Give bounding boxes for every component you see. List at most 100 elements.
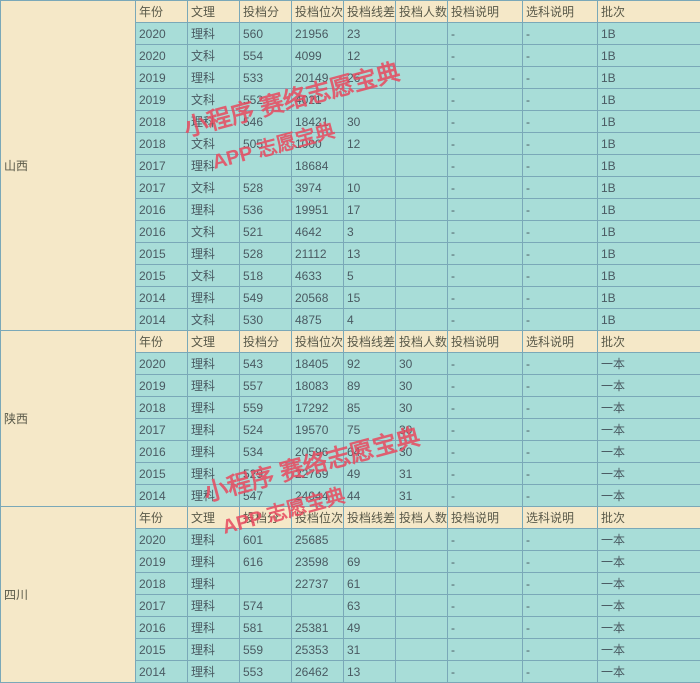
cell: 1B (598, 309, 700, 331)
cell: 2014 (136, 309, 188, 331)
cell: 536 (240, 199, 292, 221)
cell: 文科 (188, 221, 240, 243)
cell: 560 (240, 23, 292, 45)
cell: - (523, 45, 598, 67)
cell: - (448, 617, 523, 639)
cell: - (448, 397, 523, 419)
column-header: 选科说明 (523, 331, 598, 353)
cell: - (448, 243, 523, 265)
cell: - (523, 463, 598, 485)
cell: 2016 (136, 221, 188, 243)
cell: 理科 (188, 111, 240, 133)
cell: 528 (240, 243, 292, 265)
cell: 一本 (598, 639, 700, 661)
cell: 530 (240, 309, 292, 331)
cell: 2015 (136, 243, 188, 265)
cell: - (448, 45, 523, 67)
cell: 2020 (136, 353, 188, 375)
cell: 2020 (136, 23, 188, 45)
cell: 4 (344, 309, 396, 331)
cell: 一本 (598, 551, 700, 573)
cell: 4021 (292, 89, 344, 111)
cell: - (523, 89, 598, 111)
cell: 2019 (136, 551, 188, 573)
cell: 18684 (292, 155, 344, 177)
cell: - (448, 551, 523, 573)
column-header: 文理 (188, 1, 240, 23)
column-header: 投档线差 (344, 1, 396, 23)
cell: 理科 (188, 441, 240, 463)
cell (344, 529, 396, 551)
cell: 64 (344, 441, 396, 463)
cell: 1B (598, 265, 700, 287)
cell: - (523, 177, 598, 199)
cell: 理科 (188, 595, 240, 617)
cell: 2018 (136, 133, 188, 155)
cell: 2016 (136, 617, 188, 639)
cell: 1B (598, 177, 700, 199)
cell: - (523, 441, 598, 463)
cell (292, 595, 344, 617)
cell: 18083 (292, 375, 344, 397)
cell: 2016 (136, 441, 188, 463)
cell: 30 (396, 375, 448, 397)
cell: - (523, 199, 598, 221)
cell: 92 (344, 353, 396, 375)
cell: 89 (344, 375, 396, 397)
cell: 理科 (188, 243, 240, 265)
cell: 理科 (188, 287, 240, 309)
cell: - (448, 595, 523, 617)
cell: 2017 (136, 419, 188, 441)
column-header: 投档位次 (292, 331, 344, 353)
cell: 2018 (136, 573, 188, 595)
cell: - (448, 287, 523, 309)
cell: 理科 (188, 573, 240, 595)
cell: 49 (344, 617, 396, 639)
cell: 1B (598, 89, 700, 111)
cell (396, 133, 448, 155)
cell: 理科 (188, 485, 240, 507)
column-header: 投档位次 (292, 507, 344, 529)
cell (396, 221, 448, 243)
cell: - (448, 309, 523, 331)
cell: 521 (240, 221, 292, 243)
cell: 2014 (136, 661, 188, 683)
cell (396, 551, 448, 573)
cell: 1B (598, 243, 700, 265)
cell: 69 (344, 551, 396, 573)
cell: 18421 (292, 111, 344, 133)
cell (344, 89, 396, 111)
cell (396, 265, 448, 287)
cell: 30 (396, 353, 448, 375)
cell (396, 177, 448, 199)
cell: - (523, 661, 598, 683)
cell: 一本 (598, 485, 700, 507)
cell: 2015 (136, 265, 188, 287)
cell: 一本 (598, 375, 700, 397)
column-header: 文理 (188, 507, 240, 529)
cell: 2017 (136, 595, 188, 617)
cell: 553 (240, 661, 292, 683)
cell: 31 (344, 639, 396, 661)
cell: 581 (240, 617, 292, 639)
cell: 85 (344, 397, 396, 419)
header-row: 四川年份文理投档分投档位次投档线差投档人数投档说明选科说明批次 (1, 507, 700, 529)
cell: 一本 (598, 661, 700, 683)
column-header: 批次 (598, 507, 700, 529)
cell: 21112 (292, 243, 344, 265)
cell: 4875 (292, 309, 344, 331)
cell: - (523, 133, 598, 155)
column-header: 年份 (136, 1, 188, 23)
cell: - (523, 23, 598, 45)
column-header: 年份 (136, 507, 188, 529)
cell: 3974 (292, 177, 344, 199)
cell: - (448, 639, 523, 661)
cell: - (523, 639, 598, 661)
cell: 理科 (188, 551, 240, 573)
province-cell: 四川 (1, 507, 136, 683)
cell: 543 (240, 353, 292, 375)
cell: 1B (598, 133, 700, 155)
cell: 25381 (292, 617, 344, 639)
cell: - (448, 353, 523, 375)
header-row: 山西年份文理投档分投档位次投档线差投档人数投档说明选科说明批次 (1, 1, 700, 23)
